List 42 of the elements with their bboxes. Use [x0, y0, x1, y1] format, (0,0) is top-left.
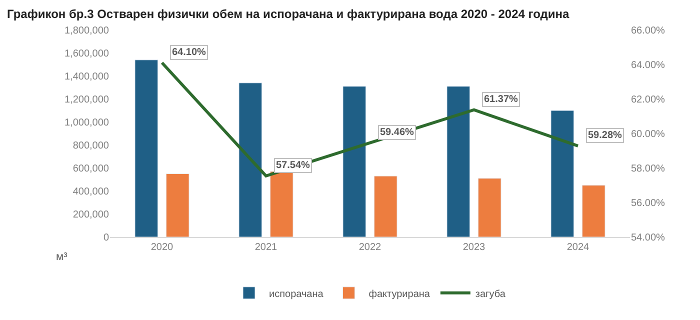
- bar: [238, 82, 262, 237]
- bar: [478, 178, 502, 237]
- bar: [446, 86, 470, 237]
- y-tick-label: 1,800,000: [64, 26, 110, 36]
- bar: [374, 176, 398, 237]
- bar: [342, 86, 366, 237]
- y-tick-label: 0: [103, 232, 110, 244]
- y2-tick-label: 56.00%: [631, 198, 666, 209]
- y-tick-label: 200,000: [72, 210, 110, 220]
- y2-tick-label: 58.00%: [631, 164, 666, 174]
- data-label: 59.28%: [588, 130, 622, 141]
- bar: [270, 171, 294, 237]
- y2-tick-label: 62.00%: [631, 94, 666, 106]
- data-label: 61.37%: [484, 94, 518, 105]
- y-tick-label: 1,200,000: [64, 94, 110, 106]
- x-tick-label: 2022: [358, 242, 382, 253]
- bar: [166, 174, 190, 237]
- legend-label: загуба: [475, 288, 506, 300]
- legend-label: фактурирана: [368, 288, 430, 300]
- y2-tick-label: 64.00%: [631, 60, 666, 71]
- y-tick-label: 1,000,000: [64, 118, 110, 128]
- x-tick-label: 2021: [254, 242, 278, 253]
- y-tick-label: 800,000: [72, 140, 110, 152]
- y-tick-label: 400,000: [72, 186, 110, 198]
- bar: [134, 60, 158, 237]
- data-label: 57.54%: [276, 160, 310, 171]
- chart-title: Графикон бр.3 Остварен физички обем на испорачана и фактурирана вода 2020 - 2024 година: [7, 7, 570, 21]
- y2-tick-label: 66.00%: [631, 26, 666, 36]
- y-tick-label: 1,400,000: [64, 72, 110, 82]
- x-tick-label: 2023: [462, 242, 486, 253]
- y2-tick-label: 54.00%: [631, 232, 666, 244]
- y-tick-label: 600,000: [72, 164, 110, 174]
- data-label: 59.46%: [380, 127, 414, 138]
- bar: [550, 110, 574, 237]
- x-tick-label: 2024: [566, 242, 590, 253]
- y-axis-title: м³: [56, 251, 68, 263]
- x-tick-label: 2020: [150, 242, 174, 253]
- y2-tick-label: 60.00%: [631, 129, 666, 140]
- bar: [582, 185, 606, 237]
- data-label: 64.10%: [172, 47, 206, 58]
- y-tick-label: 1,600,000: [64, 48, 110, 60]
- legend-label: испорачана: [269, 288, 324, 300]
